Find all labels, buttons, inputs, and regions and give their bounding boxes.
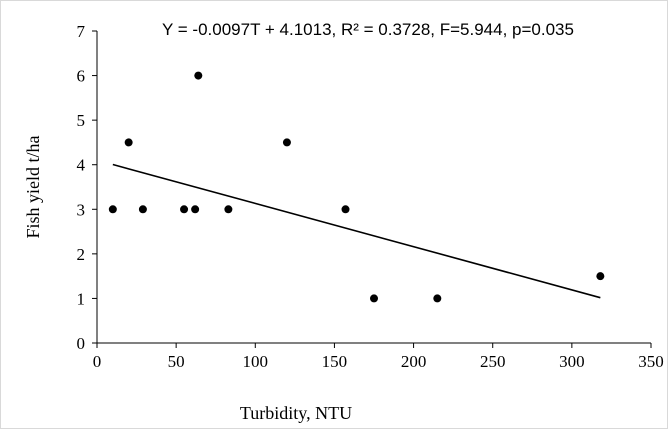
regression-equation: Y = -0.0097T + 4.1013, R² = 0.3728, F=5.… — [162, 20, 574, 39]
data-point — [433, 294, 442, 303]
regression-trendline — [112, 163, 601, 299]
y-tick-label: 4 — [77, 156, 86, 175]
y-tick-label: 7 — [77, 22, 86, 41]
y-tick-label: 3 — [77, 200, 86, 219]
trendline-layer — [112, 163, 601, 299]
data-point — [370, 294, 378, 303]
data-point — [224, 205, 233, 214]
data-points — [108, 71, 605, 303]
data-point — [282, 138, 291, 147]
x-tick-label: 150 — [322, 352, 348, 371]
x-axis-title: Turbidity, NTU — [240, 403, 352, 423]
x-tick-label: 300 — [559, 352, 585, 371]
data-point — [191, 205, 200, 214]
y-tick-label: 6 — [77, 67, 86, 86]
y-tick-label: 2 — [77, 245, 86, 264]
x-tick-label: 250 — [480, 352, 506, 371]
data-point — [596, 272, 605, 281]
y-tick-label: 1 — [77, 289, 86, 308]
y-axis-title: Fish yield t/ha — [23, 135, 43, 238]
data-point — [194, 71, 203, 80]
x-tick-label: 50 — [168, 352, 185, 371]
x-tick-label: 100 — [243, 352, 269, 371]
x-tick-label: 200 — [401, 352, 427, 371]
x-tick-label: 0 — [93, 352, 102, 371]
axes: 0 1 2 3 4 5 6 7 0 50 100 150 200 250 300 350 — [77, 22, 664, 371]
data-point — [138, 205, 147, 214]
x-tick-label: 350 — [638, 352, 664, 371]
data-point — [341, 205, 350, 214]
data-point — [180, 205, 189, 214]
y-tick-label: 5 — [77, 111, 86, 130]
data-point — [124, 138, 133, 147]
data-point — [108, 205, 117, 214]
y-tick-label: 0 — [77, 334, 86, 353]
